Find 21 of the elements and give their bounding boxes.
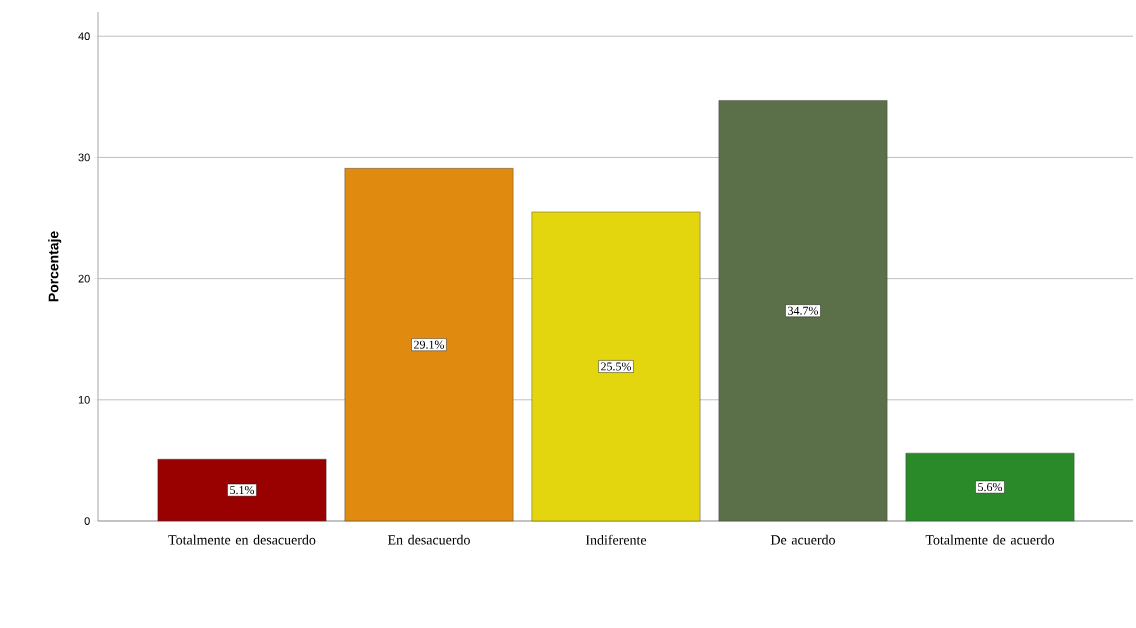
y-tick-label: 10: [78, 395, 90, 404]
bar: [344, 168, 514, 522]
data-label: 25.5%: [601, 362, 632, 371]
y-tick-label: 30: [78, 153, 90, 162]
data-label: 5.1%: [230, 486, 255, 495]
y-tick-label: 0: [84, 517, 90, 525]
data-label: 5.6%: [978, 483, 1003, 492]
bar: [157, 458, 327, 522]
x-tick-label: En desacuerdo: [387, 534, 470, 545]
x-tick-label: Totalmente de acuerdo: [925, 534, 1055, 545]
x-tick-label: Indiferente: [585, 534, 647, 545]
bar: [531, 211, 701, 522]
bar: [718, 100, 888, 522]
y-axis-title: Porcentaje: [48, 231, 62, 302]
bar: [905, 452, 1075, 522]
y-tick-label: 20: [78, 274, 90, 283]
data-label: 34.7%: [788, 306, 819, 315]
x-tick-label: De acuerdo: [770, 534, 835, 545]
data-label: 29.1%: [414, 340, 445, 349]
x-tick-label: Totalmente en desacuerdo: [168, 534, 316, 545]
y-tick-label: 40: [78, 32, 90, 41]
